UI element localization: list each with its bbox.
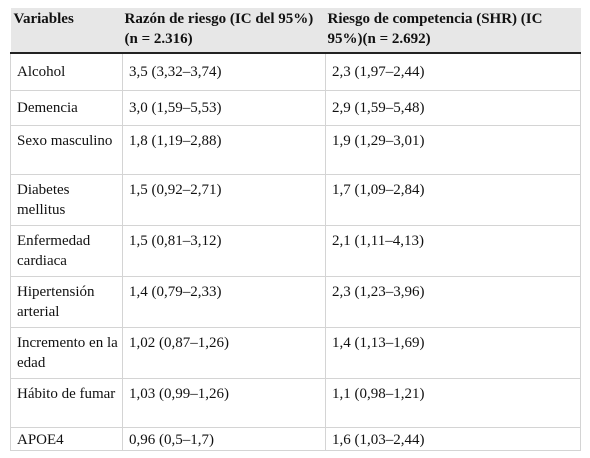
competing-risk-cell: 2,9 (1,59–5,48) [325, 90, 581, 126]
table-header: Variables Razón de riesgo (IC del 95%) (… [10, 8, 581, 54]
table-row: Incremento en la edad 1,02 (0,87–1,26) 1… [10, 327, 581, 379]
hazard-ratio-cell: 1,8 (1,19–2,88) [122, 125, 326, 175]
variable-cell: Sexo masculino [10, 125, 123, 175]
hazard-ratio-cell: 1,02 (0,87–1,26) [122, 327, 326, 379]
hazard-ratio-cell: 0,96 (0,5–1,7) [122, 427, 326, 451]
header-variables: Variables [10, 8, 123, 54]
hazard-ratio-cell: 1,5 (0,92–2,71) [122, 174, 326, 226]
variable-cell: APOE4 [10, 427, 123, 451]
table-row: Alcohol 3,5 (3,32–3,74) 2,3 (1,97–2,44) [10, 53, 581, 91]
header-row: Variables Razón de riesgo (IC del 95%) (… [10, 8, 581, 54]
competing-risk-cell: 2,3 (1,97–2,44) [325, 53, 581, 91]
competing-risk-cell: 2,1 (1,11–4,13) [325, 225, 581, 277]
variable-cell: Diabetes mellitus [10, 174, 123, 226]
table-row: Demencia 3,0 (1,59–5,53) 2,9 (1,59–5,48) [10, 90, 581, 126]
hazard-ratio-cell: 3,0 (1,59–5,53) [122, 90, 326, 126]
competing-risk-cell: 2,3 (1,23–3,96) [325, 276, 581, 328]
hazard-ratio-cell: 1,5 (0,81–3,12) [122, 225, 326, 277]
variable-cell: Incremento en la edad [10, 327, 123, 379]
competing-risk-cell: 1,6 (1,03–2,44) [325, 427, 581, 451]
hazard-ratio-cell: 1,03 (0,99–1,26) [122, 378, 326, 428]
hazard-ratio-cell: 1,4 (0,79–2,33) [122, 276, 326, 328]
variable-cell: Hábito de fumar [10, 378, 123, 428]
table-row: Hipertensión arterial 1,4 (0,79–2,33) 2,… [10, 276, 581, 328]
table-row: Hábito de fumar 1,03 (0,99–1,26) 1,1 (0,… [10, 378, 581, 428]
competing-risk-cell: 1,4 (1,13–1,69) [325, 327, 581, 379]
variable-cell: Demencia [10, 90, 123, 126]
variable-cell: Alcohol [10, 53, 123, 91]
table-row: Enfermedad cardiaca 1,5 (0,81–3,12) 2,1 … [10, 225, 581, 277]
header-hazard-ratio: Razón de riesgo (IC del 95%) (n = 2.316) [122, 8, 326, 54]
table-body: Alcohol 3,5 (3,32–3,74) 2,3 (1,97–2,44) … [10, 53, 581, 451]
variable-cell: Enfermedad cardiaca [10, 225, 123, 277]
table-row: APOE4 0,96 (0,5–1,7) 1,6 (1,03–2,44) [10, 427, 581, 451]
table-row: Sexo masculino 1,8 (1,19–2,88) 1,9 (1,29… [10, 125, 581, 175]
variable-cell: Hipertensión arterial [10, 276, 123, 328]
competing-risk-cell: 1,1 (0,98–1,21) [325, 378, 581, 428]
competing-risk-cell: 1,7 (1,09–2,84) [325, 174, 581, 226]
results-table: Variables Razón de riesgo (IC del 95%) (… [10, 8, 581, 451]
table-row: Diabetes mellitus 1,5 (0,92–2,71) 1,7 (1… [10, 174, 581, 226]
header-competing-risk: Riesgo de competencia (SHR) (IC 95%)(n =… [325, 8, 581, 54]
hazard-ratio-cell: 3,5 (3,32–3,74) [122, 53, 326, 91]
competing-risk-cell: 1,9 (1,29–3,01) [325, 125, 581, 175]
